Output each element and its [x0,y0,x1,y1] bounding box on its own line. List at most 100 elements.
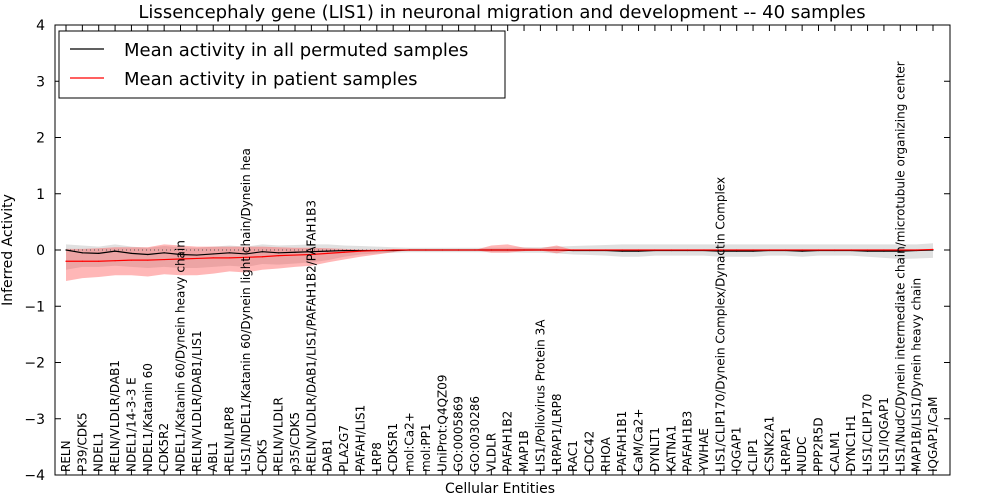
data-point [719,249,721,251]
data-point [899,250,901,252]
x-tick-label: RELN/LRP8 [223,406,237,472]
data-point [703,249,705,251]
data-point [899,249,901,251]
data-point [621,249,623,251]
x-tick-label: VLDLR [484,433,498,472]
data-point [310,251,312,253]
series-line-patient [66,248,934,262]
data-point [228,252,231,254]
y-axis-label: Inferred Activity [0,194,16,306]
data-point [932,248,934,251]
data-point [310,253,312,256]
data-point [179,253,182,256]
data-point [719,250,721,252]
data-point [294,254,296,256]
x-tick-label: RELN/VLDLR/DAB1/LIS1/PAFAH1B2/PAFAH1B3 [304,200,318,472]
data-point [278,252,280,254]
data-point [327,250,329,252]
data-point [98,260,100,262]
x-tick-label: IQGAP1 [730,427,744,472]
x-tick-label: NDEL1/Katanin 60/Dynein heavy chain [174,240,188,472]
x-tick-label: LRP8 [370,442,384,472]
data-point [196,257,198,260]
data-point [392,249,394,251]
data-point [130,252,133,254]
x-tick-label: RAC1 [566,440,580,472]
x-tick-label: mol:PP1 [419,423,433,472]
x-tick-label: PAFAH/LIS1 [353,405,367,472]
x-tick-label: DYNC1H1 [844,414,858,472]
data-point [801,250,803,252]
data-point [98,252,100,254]
x-tick-label: RELN/VLDLR/DAB1 [108,360,122,472]
data-point [916,249,918,251]
data-point [65,249,67,251]
x-tick-label: LIS1/NudC/Dynein intermediate chain/micr… [893,61,907,472]
x-tick-label: IQGAP1/CaM [926,397,940,473]
data-point [572,249,574,251]
data-point [212,257,214,259]
data-point [261,256,263,258]
data-point [147,253,149,256]
x-tick-label: LRPAP1/LRP8 [550,393,564,472]
y-tick-label: −1 [24,299,45,315]
data-point [343,249,345,252]
data-point [114,260,116,262]
x-tick-label: LRPAP1 [779,427,793,472]
x-tick-label: PLA2G7 [337,425,351,472]
data-point [866,249,869,251]
y-tick-label: 0 [36,243,45,259]
data-point [261,251,263,253]
data-point [637,250,640,252]
x-tick-label: NDEL1/Katanin 60 [141,363,155,472]
data-point [408,249,411,251]
x-tick-label: RHOA [599,436,613,472]
x-tick-label: PAFAH1B2 [501,411,515,472]
y-tick-label: −2 [24,356,45,372]
band-patient [66,244,933,281]
x-tick-label: CALM1 [828,431,842,472]
x-tick-label: LIS1/NDEL1/Katanin 60/Dynein light chain… [239,148,253,472]
data-point [736,250,738,252]
x-tick-label: CDC42 [582,431,596,472]
data-point [163,258,165,261]
data-point [228,257,231,259]
y-tick-label: 1 [36,187,45,203]
data-point [883,250,885,252]
data-point [752,249,754,251]
x-tick-label: CDK5R1 [386,423,400,472]
x-tick-label: NDEL1 [92,432,106,472]
x-tick-label: ABL1 [206,441,220,472]
data-point [376,249,378,252]
x-tick-label: mol:Ca2+ [403,412,417,472]
x-tick-label: LIS1/CLIP170 [861,394,875,472]
data-point [441,249,443,251]
x-tick-label: DYNLT1 [648,427,662,472]
x-tick-label: UniProt:Q4QZ09 [435,374,449,472]
data-point [637,249,640,251]
data-point [359,250,362,252]
data-point [425,249,427,251]
x-tick-label: p35/CDK5 [288,412,302,472]
x-tick-label: CDK5R2 [157,423,171,472]
data-point [588,249,591,251]
data-point [65,260,67,262]
y-axis-ticks: −4 −3 −2 −1 0 1 2 3 4 [24,18,950,484]
x-tick-label: MAP1B [517,430,531,472]
data-point [343,251,345,253]
data-point [474,249,476,251]
data-point [621,250,623,252]
x-tick-label: RELN [59,440,73,472]
data-point [670,249,672,251]
data-point [768,249,771,251]
data-point [834,249,836,251]
data-point [507,249,509,251]
x-axis-label: Cellular Entities [445,481,555,497]
data-point [245,253,247,255]
x-tick-label: P39/CDK5 [75,412,89,472]
data-point [294,251,296,253]
x-tick-label: GO:0005869 [452,396,466,472]
data-point [752,250,754,252]
x-tick-label: KATNA1 [664,425,678,472]
data-point [866,250,869,252]
